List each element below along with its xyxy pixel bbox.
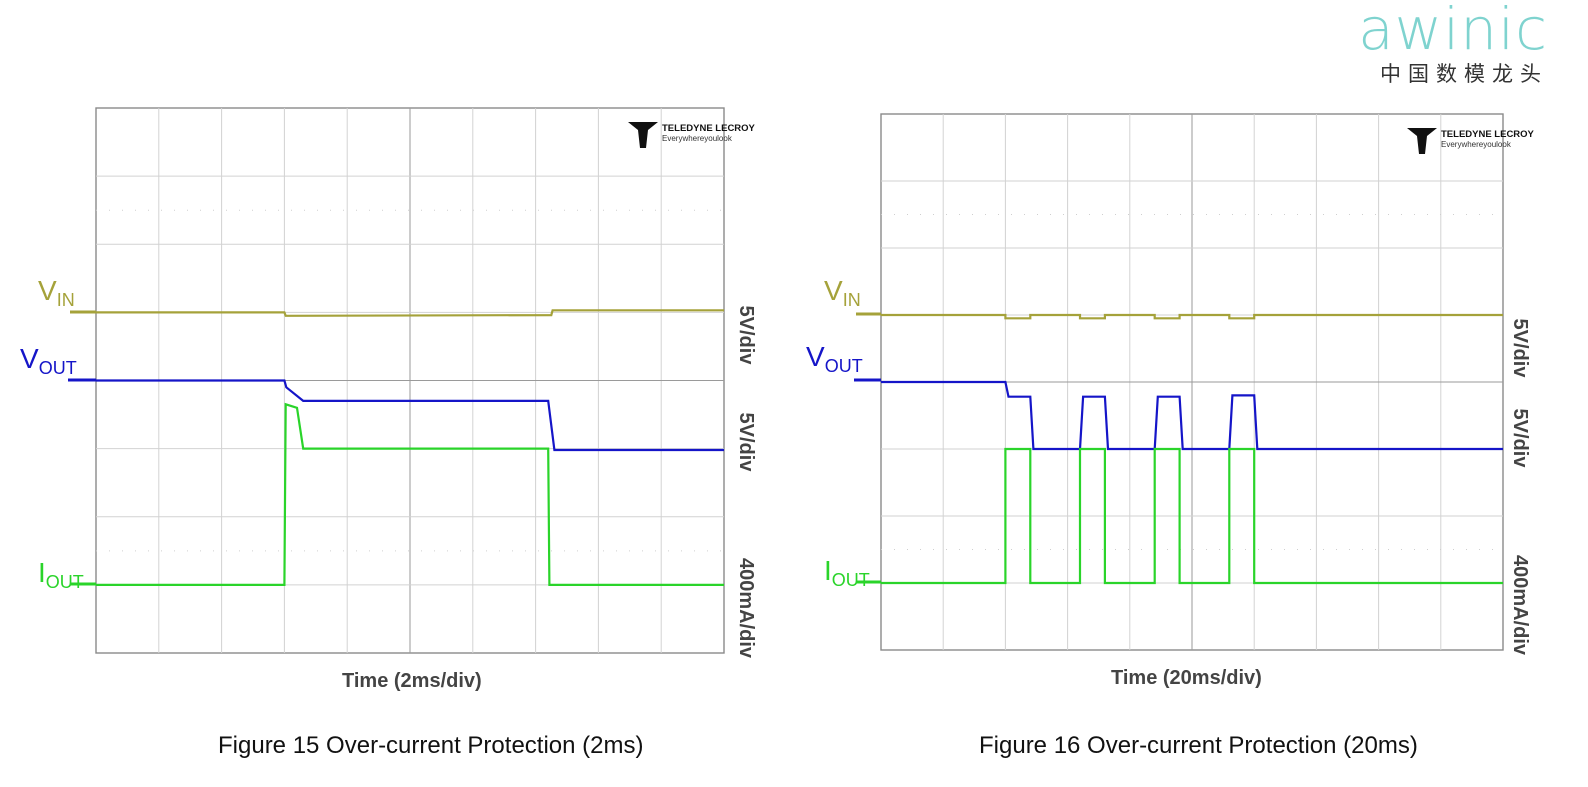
vout-label: VOUT <box>20 343 77 378</box>
trace-vout <box>881 380 1503 451</box>
teledyne-lecroy-icon <box>1407 128 1437 154</box>
x-axis-label: Time (2ms/div) <box>342 670 482 692</box>
logo-brand: awinic <box>1358 0 1548 63</box>
trace-iout <box>881 447 1503 585</box>
scale-label: 400mA/div <box>735 558 757 659</box>
iout-label: IOUT <box>824 555 870 590</box>
vin-label: VIN <box>824 275 861 310</box>
scale-label: 5V/div <box>1509 409 1531 469</box>
trace-vin <box>96 309 724 317</box>
figure-caption: Figure 15 Over-current Protection (2ms) <box>218 732 644 759</box>
scale-label: 5V/div <box>735 413 757 473</box>
scope-slogan: Everywhereyoulook <box>1441 140 1512 149</box>
vin-label: VIN <box>38 275 75 310</box>
trace-vin <box>881 313 1503 320</box>
figure-caption: Figure 16 Over-current Protection (20ms) <box>979 732 1418 759</box>
x-axis-label: Time (20ms/div) <box>1111 667 1262 689</box>
iout-label: IOUT <box>38 557 84 592</box>
teledyne-lecroy-icon <box>628 122 658 148</box>
scope-brand: TELEDYNE LECROY <box>1441 129 1535 140</box>
scale-label: 5V/div <box>1509 319 1531 379</box>
scale-label: 400mA/div <box>1509 555 1531 656</box>
scale-label: 5V/div <box>735 306 757 366</box>
vout-label: VOUT <box>806 341 863 376</box>
logo-tagline: 中国数模龙头 <box>1380 62 1548 86</box>
scope-slogan: Everywhereyoulook <box>662 134 733 143</box>
trace-vout <box>96 379 724 452</box>
scope-brand: TELEDYNE LECROY <box>662 123 756 134</box>
trace-iout <box>96 402 724 586</box>
awinic-logo: awinic 中国数模龙头 <box>1348 0 1548 88</box>
